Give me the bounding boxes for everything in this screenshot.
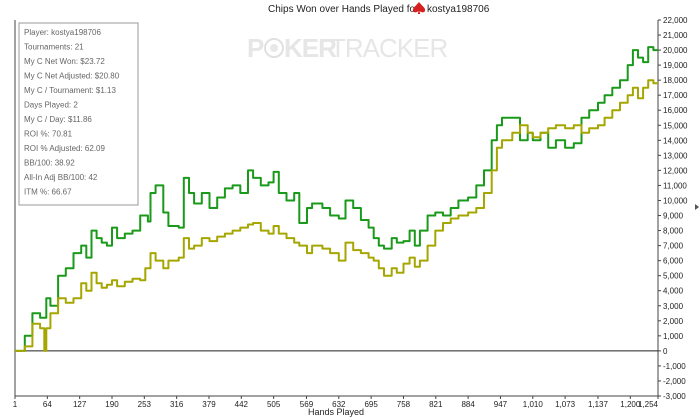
stat-line: ITM %: 66.67	[24, 188, 72, 197]
x-tick-label: 64	[43, 400, 52, 409]
stat-line: BB/100: 38.92	[24, 159, 75, 168]
y-tick-label: 8,000	[663, 227, 684, 236]
x-tick-label: 379	[202, 400, 216, 409]
y-tick-label: 22,000	[663, 16, 688, 25]
series-line-olive	[15, 79, 658, 352]
x-tick-label: 947	[494, 400, 508, 409]
x-tick-label: 1	[13, 400, 18, 409]
chart-title-prefix: Chips Won over Hands Played for	[268, 4, 419, 15]
player-stats-lines: Player: kostya198706 Tournaments: 21 My C …	[24, 28, 120, 197]
x-tick-label: 758	[397, 400, 411, 409]
y-tick-label: 2,000	[663, 317, 684, 326]
y-tick-label: 11,000	[663, 181, 687, 190]
watermark-chip-icon	[264, 38, 284, 58]
y-tick-label: -3,000	[663, 392, 686, 401]
stat-line: ROI %: 70.81	[24, 130, 73, 139]
watermark-text-p: P	[247, 33, 264, 63]
x-tick-label: 442	[235, 400, 249, 409]
y-tick-label: -2,000	[663, 377, 686, 386]
y-tick-label: -1,000	[663, 362, 686, 371]
y-ticks: -3,000 -2,000 -1,000 0 1,000 2,000 3,000 4,000 5…	[658, 16, 688, 401]
y-tick-label: 15,000	[663, 121, 688, 130]
stat-line: All-In Adj BB/100: 42	[24, 173, 98, 182]
chart-title-player: kostya198706	[427, 4, 490, 15]
stat-line: My C / Day: $11.86	[24, 115, 92, 124]
watermark-text-tracker: TRACKER	[330, 33, 447, 63]
y-tick-label: 5,000	[663, 272, 684, 281]
x-tick-label: 127	[73, 400, 87, 409]
y-tick-label: 4,000	[663, 287, 684, 296]
y-tick-label: 14,000	[663, 136, 688, 145]
stat-line: Player: kostya198706	[24, 28, 101, 37]
series-line-green	[15, 46, 658, 352]
x-tick-label: 821	[429, 400, 443, 409]
x-axis-label: Hands Played	[308, 407, 364, 417]
y-tick-label: 6,000	[663, 257, 684, 266]
x-tick-label: 253	[138, 400, 152, 409]
y-tick-label: 9,000	[663, 212, 684, 221]
player-stats-box: Player: kostya198706 Tournaments: 21 My C …	[18, 22, 139, 206]
y-tick-label: 20,000	[663, 46, 688, 55]
player-stats-box-frame	[18, 22, 139, 206]
y-tick-label: 1,000	[663, 332, 684, 341]
stat-line: My C Net Adjusted: $20.80	[24, 72, 120, 81]
x-tick-label: 1,073	[555, 400, 576, 409]
y-tick-label: 21,000	[663, 31, 688, 40]
x-ticks: 1 64 127 190 253 316 379 442 505 569 632 695 758 821 8…	[13, 396, 659, 409]
y-tick-label: 17,000	[663, 91, 688, 100]
x-tick-label: 569	[300, 400, 314, 409]
y-tick-label: 0	[663, 347, 668, 356]
stat-line: My C / Tournament: $1.13	[24, 86, 116, 95]
y-tick-label: 13,000	[663, 151, 688, 160]
stat-line: ROI % Adjusted: 62.09	[24, 144, 105, 153]
x-tick-label: 1,010	[523, 400, 544, 409]
y-tick-label: 3,000	[663, 302, 684, 311]
x-tick-label: 505	[267, 400, 281, 409]
watermark-text-ker: KER	[284, 33, 337, 63]
x-tick-label: 1,200	[620, 400, 641, 409]
arrow-right-icon[interactable]	[695, 204, 699, 210]
stat-line: Days Played: 2	[24, 101, 78, 110]
series-group	[15, 46, 658, 352]
x-tick-label: 884	[461, 400, 475, 409]
x-tick-label: 1,254	[638, 400, 659, 409]
y-tick-label: 12,000	[663, 166, 688, 175]
pokertracker-watermark: P KER TRACKER	[247, 33, 448, 63]
y-tick-label: 7,000	[663, 242, 684, 251]
x-tick-label: 1,137	[588, 400, 609, 409]
y-tick-label: 10,000	[663, 196, 688, 205]
y-tick-label: 16,000	[663, 106, 688, 115]
x-tick-label: 695	[364, 400, 378, 409]
stat-line: Tournaments: 21	[24, 43, 84, 52]
watermark-chip-center	[270, 44, 278, 52]
x-tick-label: 190	[105, 400, 119, 409]
x-tick-label: 316	[170, 400, 184, 409]
stat-line: My C Net Won: $23.72	[24, 57, 105, 66]
y-tick-label: 19,000	[663, 61, 688, 70]
y-tick-label: 18,000	[663, 76, 688, 85]
spade-icon	[412, 2, 426, 14]
x-tick-label: 632	[332, 400, 346, 409]
